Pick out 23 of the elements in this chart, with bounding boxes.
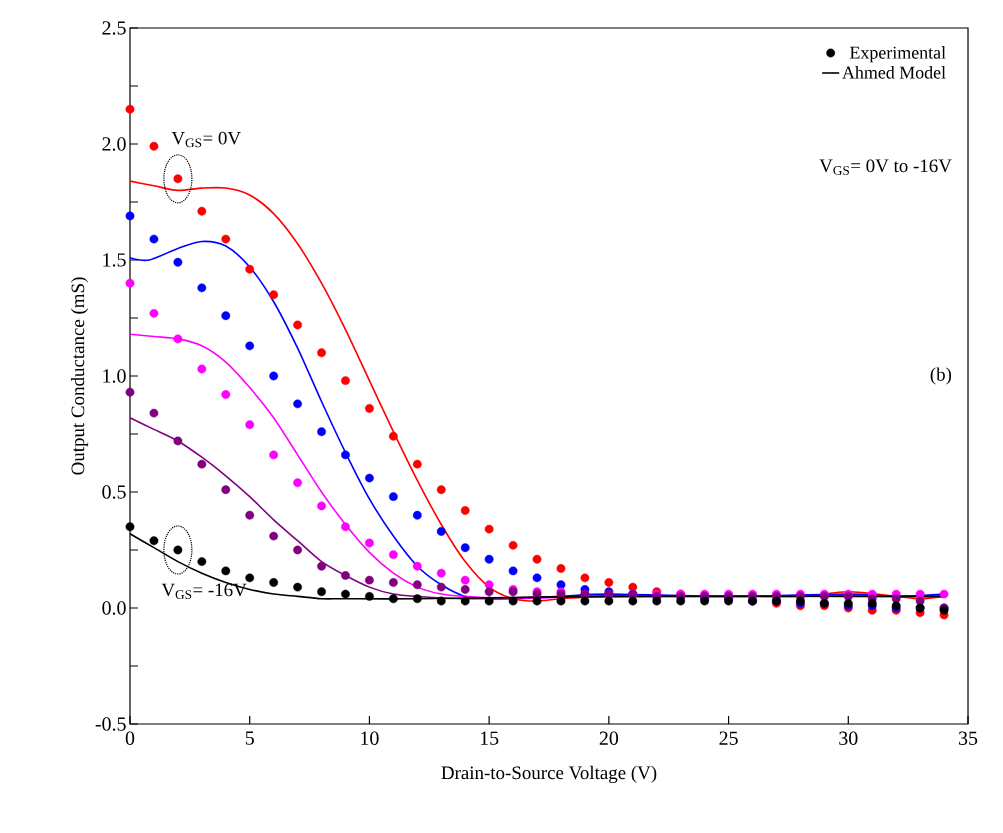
annotation: V$_{GS}$= 0V to -16V [819,159,952,175]
x-tick-label: 10 [361,731,379,745]
x-tick-label: 35 [959,731,978,745]
y-tick-label: 2.0 [102,137,126,151]
x-tick-label: 5 [245,731,254,745]
legend-label: Experimental [849,46,946,63]
annotation: V$_{GS}$= 0V [171,131,241,148]
y-tick-label: -0.5 [95,717,126,731]
y-tick-label: 0.0 [102,601,126,615]
x-tick-label: 25 [719,731,738,745]
y-tick-label: 2.5 [102,21,126,35]
x-tick-label: 0 [125,731,135,745]
x-tick-label: 20 [599,731,619,745]
x-tick-label: 15 [480,731,499,745]
x-axis-title: Drain-to-Source Voltage (V) [441,765,657,784]
y-axis-title: Output Conductance (mS) [70,277,89,475]
annotation: V$_{GS}$= -16V [161,583,247,600]
y-tick-label: 0.5 [102,485,126,499]
legend-label: Ahmed Model [842,66,946,79]
y-tick-label: 1.0 [103,369,126,383]
annotation: (b) [930,367,952,385]
x-tick-label: 30 [839,731,858,745]
y-tick-label: 1.5 [103,253,126,267]
